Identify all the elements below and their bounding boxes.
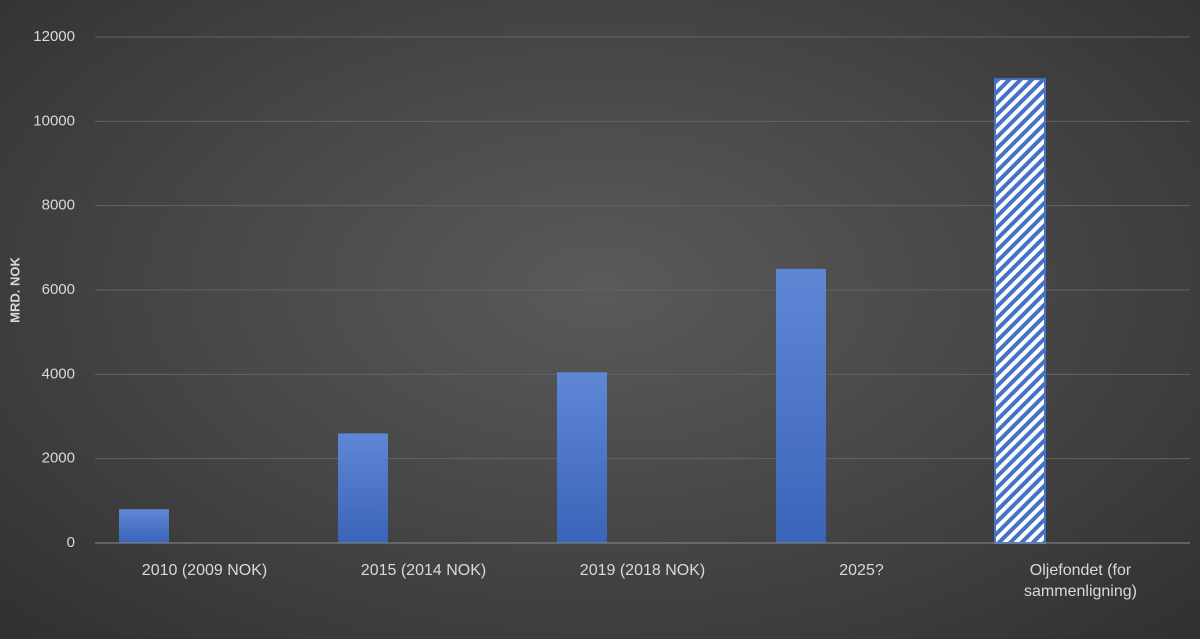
bar (994, 78, 1046, 545)
y-tick-label: 6000 (42, 281, 75, 298)
y-tick-label: 2000 (42, 450, 75, 467)
y-tick-label: 0 (67, 534, 75, 551)
bar (776, 268, 826, 543)
x-tick-label: 2025? (839, 562, 884, 579)
y-axis-title: MRD. NOK (7, 257, 22, 323)
x-tick-label: 2015 (2014 NOK) (360, 562, 487, 579)
bar (119, 509, 169, 543)
x-tick-label: Oljefondet (for sammenligning) (1024, 562, 1137, 600)
bar (338, 433, 388, 543)
y-tick-label: 4000 (42, 365, 75, 382)
y-tick-label: 10000 (33, 112, 75, 129)
bar (557, 372, 607, 543)
x-tick-label: 2010 (2009 NOK) (141, 562, 268, 579)
x-tick-label: 2019 (2018 NOK) (579, 562, 706, 579)
y-tick-label: 8000 (42, 197, 75, 214)
y-tick-label: 12000 (33, 28, 75, 45)
